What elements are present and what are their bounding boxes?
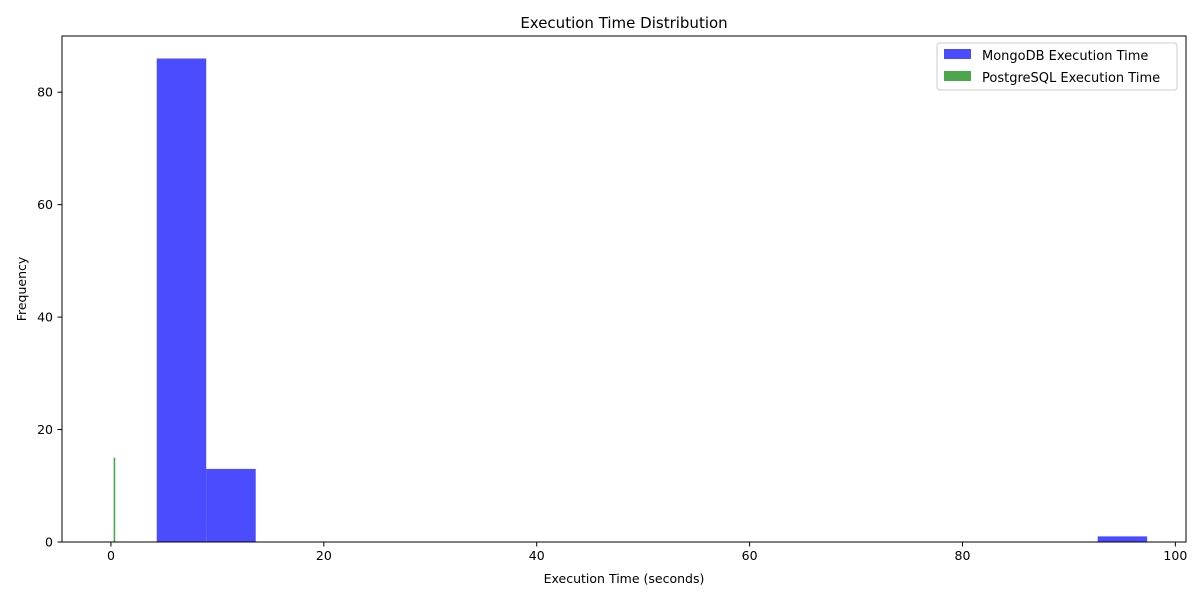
y-tick-label: 60 [37,197,53,212]
bar-mongodb-1 [206,468,256,542]
plot-frame [61,35,1187,543]
x-tick-label: 40 [529,548,545,563]
legend-box [936,42,1178,91]
legend-label-mongodb: MongoDB Execution Time [982,49,1148,64]
x-axis-label: Execution Time (seconds) [544,571,705,586]
legend-swatch-mongodb [944,49,971,59]
x-axis-ticks: 0 20 40 60 80 100 [107,542,1187,563]
bars-layer [113,58,1148,542]
y-tick-label: 80 [37,85,53,100]
x-tick-label: 80 [955,548,971,563]
y-axis-label: Frequency [14,256,29,321]
legend: MongoDB Execution Time PostgreSQL Execut… [936,42,1178,91]
y-tick-label: 20 [37,422,53,437]
bar-mongodb-2 [1097,536,1148,542]
bar-mongodb-0 [156,58,207,542]
x-tick-label: 20 [316,548,332,563]
y-tick-label: 0 [45,535,53,550]
legend-swatch-postgresql [944,71,971,81]
chart-title: Execution Time Distribution [520,14,727,32]
legend-label-postgresql: PostgreSQL Execution Time [982,71,1160,86]
y-tick-label: 40 [37,310,53,325]
x-tick-label: 100 [1163,548,1187,563]
x-tick-label: 60 [742,548,758,563]
bar-postgresql-0 [113,457,116,542]
x-tick-label: 0 [107,548,115,563]
y-axis-ticks: 0 20 40 60 80 [37,85,62,550]
